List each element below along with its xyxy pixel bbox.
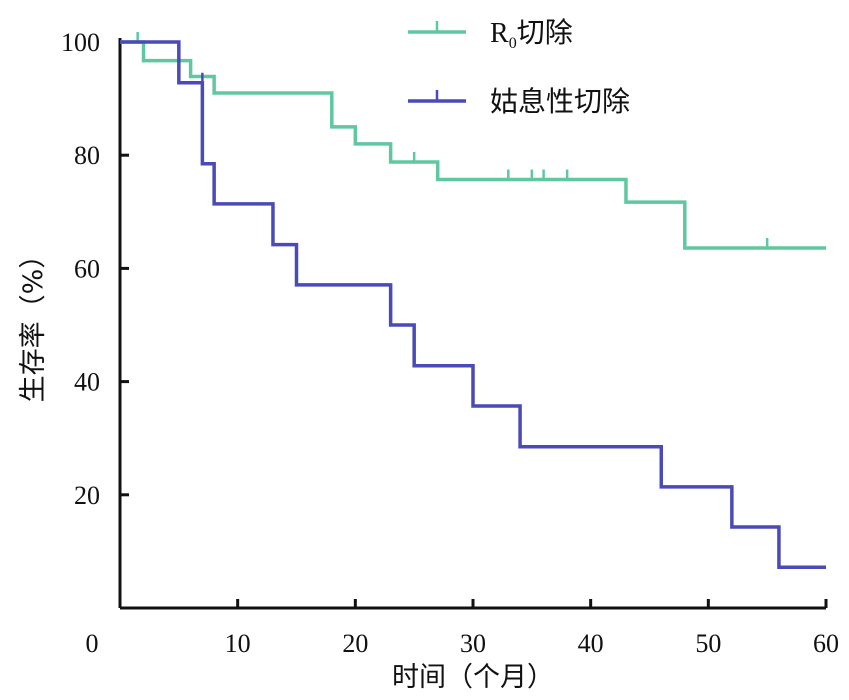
series-2-line (120, 40, 826, 569)
legend-label: R0切除 (490, 16, 573, 52)
legend-label-rest: 切除 (517, 16, 573, 49)
series-1-line (120, 40, 826, 250)
series-layer (120, 32, 826, 569)
x-tick-label: 10 (225, 629, 251, 658)
series-1 (120, 32, 826, 250)
legend-item-1: R0切除 (408, 16, 573, 52)
y-tick-label: 20 (74, 481, 100, 510)
x-tick-label: 40 (578, 629, 604, 658)
x-tick-label: 0 (86, 629, 99, 658)
x-tick-label: 60 (813, 629, 839, 658)
x-tick-label: 30 (460, 629, 486, 658)
legend-item-2: 姑息性切除 (408, 85, 630, 118)
legend-label-subscript: 0 (509, 35, 517, 52)
y-tick-label: 80 (74, 141, 100, 170)
x-tick-label: 20 (342, 629, 368, 658)
y-tick-label: 100 (61, 28, 100, 57)
y-tick-label: 40 (74, 368, 100, 397)
legend-label-main: R (490, 18, 509, 49)
x-tick-label: 50 (695, 629, 721, 658)
series-2 (120, 40, 826, 569)
axes: 20 40 60 80 100 0 10 20 30 40 50 60 (61, 28, 839, 658)
y-tick-label: 60 (74, 254, 100, 283)
x-axis-title: 时间（个月） (392, 662, 554, 693)
legend-label: 姑息性切除 (490, 85, 630, 118)
y-axis-title: 生存率（%） (18, 242, 49, 403)
